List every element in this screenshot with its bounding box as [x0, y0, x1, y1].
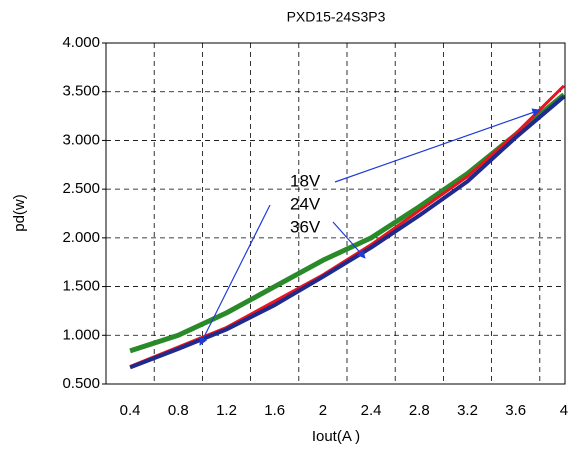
x-tick-label: 1.6 [264, 402, 285, 419]
x-tick-label: 3.2 [457, 402, 478, 419]
x-tick-label: 2 [319, 402, 327, 419]
chart-title: PXD15-24S3P3 [287, 9, 386, 25]
x-tick-label: 0.8 [168, 402, 189, 419]
grid [106, 43, 565, 384]
x-tick-label: 1.2 [216, 402, 237, 419]
series-label: 18V [290, 171, 321, 190]
x-tick-label: 3.6 [505, 402, 526, 419]
y-tick-label: 3.500 [62, 83, 100, 100]
y-tick-label: 3.000 [62, 131, 100, 148]
y-tick-label: 4.000 [62, 34, 100, 51]
series-labels: 36V 18V 24V [290, 171, 321, 236]
y-tick-label: 2.500 [62, 180, 100, 197]
x-tick-label: 2.8 [409, 402, 430, 419]
x-tick-label: 0.4 [120, 402, 141, 419]
x-tick-label: 4 [560, 402, 568, 419]
arrow [332, 221, 366, 259]
y-tick-label: 1.000 [62, 326, 100, 343]
y-tick-label: 0.500 [62, 375, 100, 392]
y-axis-label: pd(w) [11, 194, 28, 232]
y-tick-label: 2.000 [62, 229, 100, 246]
x-axis-label: Iout(A ) [312, 428, 360, 445]
series-label: 24V [290, 194, 321, 213]
series-label: 36V [290, 217, 321, 236]
x-tick-label: 2.4 [361, 402, 382, 419]
arrow [199, 204, 271, 346]
arrow [334, 108, 541, 183]
y-tick-label: 1.500 [62, 278, 100, 295]
plot-frame [105, 42, 566, 385]
